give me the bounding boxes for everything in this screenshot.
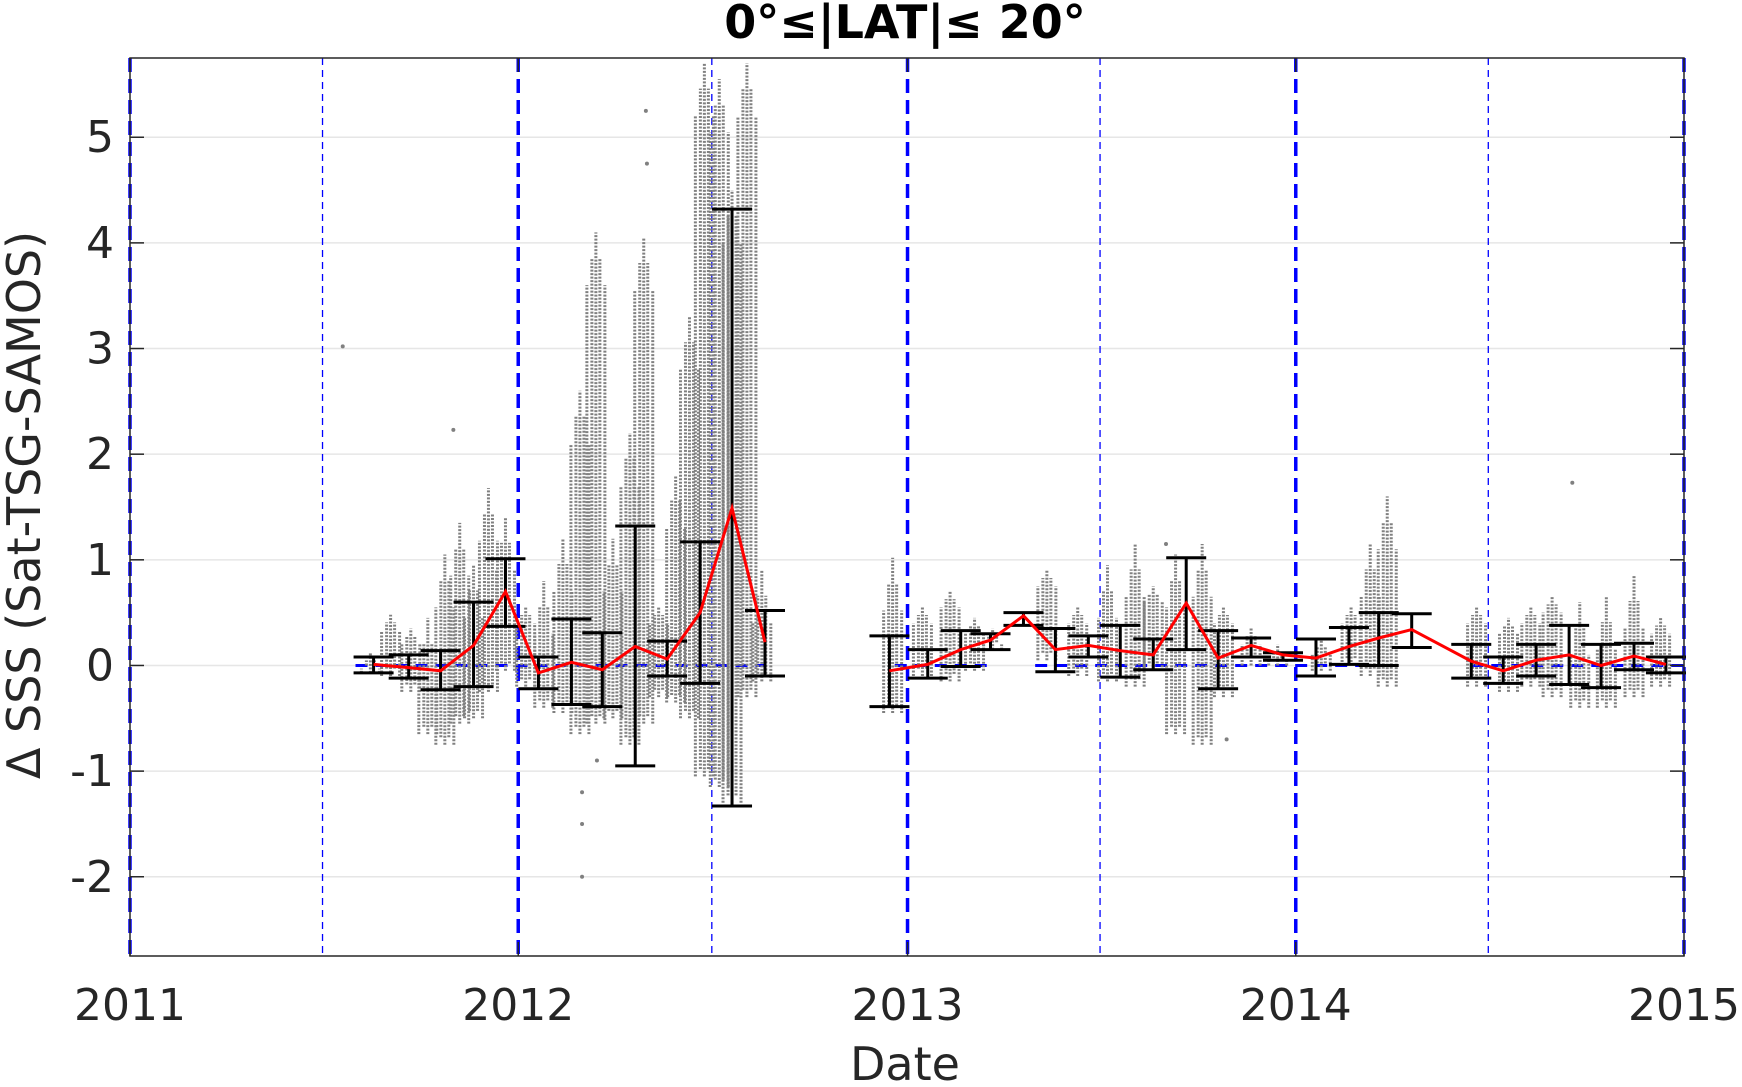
scatter-point — [1164, 541, 1168, 546]
scatter-point — [644, 161, 649, 166]
error-bars — [353, 207, 1686, 808]
x-ticks: 2011 2012 2013 2014 2015 — [74, 58, 1740, 1031]
scatter-points — [340, 63, 1672, 879]
scatter-point — [1570, 480, 1575, 485]
scatter-point — [580, 790, 585, 795]
x-axis-label: Date — [850, 1037, 960, 1087]
mean-line-segment — [889, 600, 1667, 673]
scatter-point — [451, 427, 456, 432]
y-tick-label: 3 — [86, 324, 114, 375]
scatter-point — [594, 758, 599, 763]
mean-line — [373, 502, 1667, 675]
y-axis-label: Δ SSS (Sat-TSG-SAMOS) — [0, 231, 51, 779]
y-ticks: -2 -1 0 1 2 3 4 5 — [70, 112, 1684, 903]
x-tick-label: 2015 — [1628, 980, 1740, 1031]
scatter-point — [580, 874, 585, 879]
scatter-point — [340, 344, 345, 349]
mean-line-segment — [373, 502, 767, 675]
scatter-point — [643, 108, 648, 113]
x-tick-label: 2012 — [462, 980, 574, 1031]
scatter-point — [580, 821, 585, 826]
y-tick-label: -2 — [70, 852, 114, 903]
y-tick-label: 5 — [86, 112, 114, 163]
y-tick-label: 0 — [86, 640, 114, 691]
scatter-point — [1224, 737, 1229, 742]
y-tick-label: 1 — [86, 535, 114, 586]
y-tick-label: -1 — [70, 746, 114, 797]
chart-title: 0°≤|LAT|≤ 20° — [724, 0, 1085, 50]
date-reference-lines — [128, 58, 1686, 956]
x-tick-label: 2013 — [852, 980, 964, 1031]
y-tick-label: 4 — [86, 218, 114, 269]
x-tick-label: 2011 — [74, 980, 186, 1031]
y-tick-label: 2 — [86, 429, 114, 480]
x-tick-label: 2014 — [1240, 980, 1352, 1031]
